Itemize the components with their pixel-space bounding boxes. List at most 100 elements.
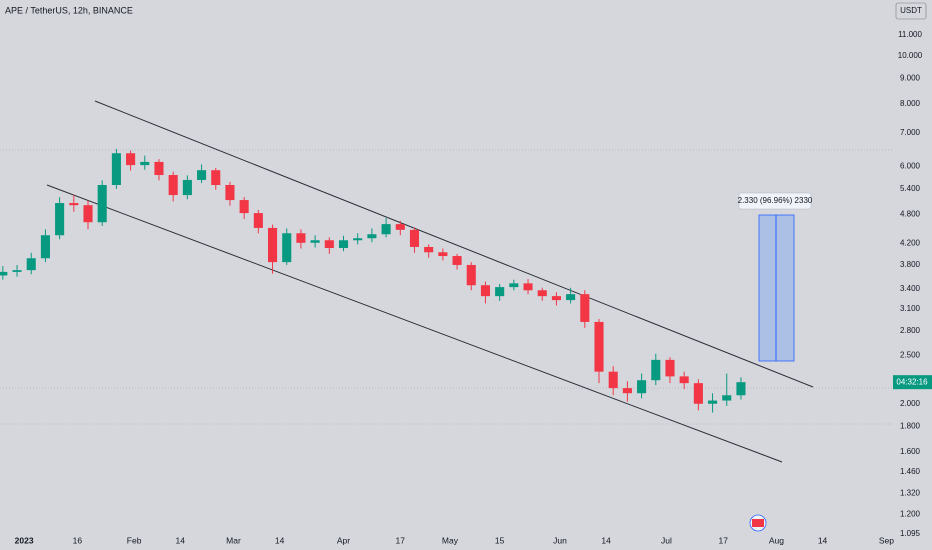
candles xyxy=(0,148,746,413)
candle-body xyxy=(197,170,207,180)
x-tick-label: 14 xyxy=(601,535,611,545)
candle-body xyxy=(282,233,292,263)
price-badge xyxy=(893,375,932,390)
candle-body xyxy=(69,203,79,206)
candle-body xyxy=(182,179,192,196)
y-tick-label: 6.000 xyxy=(900,161,921,170)
x-tick-label: 14 xyxy=(176,535,186,545)
candle-body xyxy=(537,290,547,297)
y-tick-label: 5.400 xyxy=(900,184,921,193)
candle-body xyxy=(665,359,675,377)
candle-body xyxy=(509,283,519,288)
candle-body xyxy=(239,200,249,214)
candle-body xyxy=(12,270,22,272)
candle-body xyxy=(111,153,121,186)
y-tick-label: 3.400 xyxy=(900,284,921,293)
candle-body xyxy=(637,380,647,394)
candle-body xyxy=(409,229,420,247)
candle-body xyxy=(452,256,462,265)
x-tick-label: Feb xyxy=(127,535,142,545)
candle-body xyxy=(594,321,604,372)
candle-body xyxy=(168,175,178,196)
y-tick-label: 1.800 xyxy=(900,422,921,431)
candle-body xyxy=(253,213,263,228)
x-tick-label: 17 xyxy=(396,535,406,545)
candle-body xyxy=(523,283,533,291)
y-tick-label: 1.600 xyxy=(900,447,921,456)
x-tick-label: Aug xyxy=(769,535,784,545)
chart-title: APE / TetherUS, 12h, BINANCE xyxy=(5,5,133,15)
candle-body xyxy=(551,296,561,301)
candle-body xyxy=(267,227,278,263)
x-tick-label: 14 xyxy=(275,535,285,545)
candle-body xyxy=(0,271,8,276)
candle-body xyxy=(580,294,590,322)
candle-body xyxy=(310,240,320,243)
candle-body xyxy=(26,258,36,271)
measure-label-box xyxy=(738,192,812,210)
x-tick-label: Jul xyxy=(661,535,672,545)
candle-body xyxy=(154,161,164,176)
candle-body xyxy=(296,233,306,243)
y-tick-label: 1.095 xyxy=(900,529,921,538)
y-tick-label: 9.000 xyxy=(900,74,921,83)
y-tick-label: 1.200 xyxy=(900,509,921,518)
candle-body xyxy=(126,153,136,166)
y-tick-label: 1.320 xyxy=(900,489,921,498)
x-tick-label: 17 xyxy=(718,535,728,545)
y-tick-label: 2.500 xyxy=(900,351,921,360)
candle-body xyxy=(367,234,377,239)
candle-body xyxy=(424,246,434,253)
x-tick-label: May xyxy=(442,535,459,545)
measure-label: 2.330 (96.96%) 2330 xyxy=(738,196,813,205)
candle-body xyxy=(381,224,391,235)
y-tick-label: 7.000 xyxy=(900,128,921,137)
candle-body xyxy=(211,170,221,186)
x-tick-label: Sep xyxy=(879,535,894,545)
y-tick-label: 1.460 xyxy=(900,467,921,476)
x-tick-label: Jun xyxy=(553,535,567,545)
candle-body xyxy=(693,383,703,404)
y-tick-label: 8.000 xyxy=(900,99,921,108)
candle-body xyxy=(566,294,576,301)
x-tick-label: 15 xyxy=(495,535,505,545)
x-tick-label: 2023 xyxy=(15,535,34,545)
candle-body xyxy=(55,203,65,236)
candle-body xyxy=(708,400,718,404)
y-tick-label: 3.100 xyxy=(900,304,921,313)
candle-body xyxy=(679,376,689,384)
candle-body xyxy=(324,240,334,249)
candle-body xyxy=(140,161,150,166)
currency: USDT xyxy=(900,6,922,15)
candle-body xyxy=(480,285,490,297)
candle-body xyxy=(651,359,661,381)
event-flag xyxy=(752,519,764,527)
candle-body xyxy=(608,371,618,389)
candle-body xyxy=(438,252,448,257)
y-tick-label: 3.800 xyxy=(900,260,921,269)
x-tick-label: Apr xyxy=(337,535,350,545)
y-tick-label: 4.800 xyxy=(900,210,921,219)
x-tick-label: 14 xyxy=(818,535,828,545)
candle-body xyxy=(83,205,93,223)
candle-body xyxy=(40,235,50,259)
y-tick-label: 4.200 xyxy=(900,238,921,247)
y-tick-label: 11.000 xyxy=(898,30,922,39)
candle-body xyxy=(97,185,107,223)
y-tick-label: 10.000 xyxy=(898,51,923,60)
candle-body xyxy=(353,238,363,241)
countdown: 04:32:16 xyxy=(896,377,928,386)
trend-line xyxy=(94,100,814,388)
candle-body xyxy=(338,240,349,249)
y-tick-label: 2.000 xyxy=(900,399,921,408)
y-tick-label: 2.800 xyxy=(900,326,921,335)
currency-box[interactable] xyxy=(895,2,927,20)
candle-body xyxy=(466,264,476,286)
candle-body xyxy=(225,185,235,201)
candle-body xyxy=(395,224,405,230)
candle-body xyxy=(722,395,732,401)
x-tick-label: 16 xyxy=(73,535,83,545)
candle-body xyxy=(622,388,632,394)
candle-body xyxy=(736,382,746,396)
